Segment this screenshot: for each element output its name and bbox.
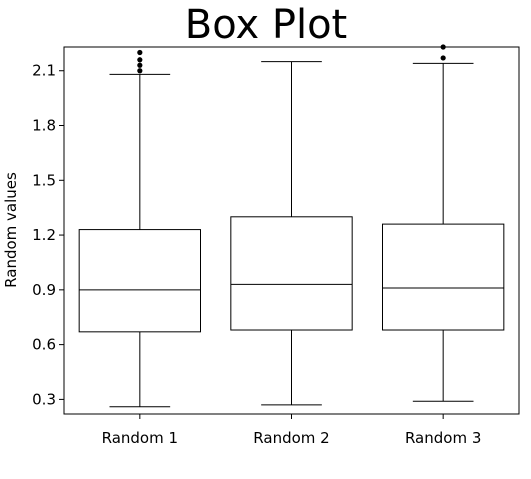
iqr-box [230, 216, 353, 331]
y-axis: 0.3 0.6 0.9 1.2 1.5 1.8 2.1 [32, 62, 64, 408]
x-tick-label: Random 3 [405, 429, 481, 447]
y-tick-label: 1.8 [32, 117, 56, 135]
y-tick-label: 0.6 [32, 336, 56, 354]
y-tick-label: 0.9 [32, 281, 56, 299]
outlier-point [137, 68, 143, 74]
x-tick-label: Random 1 [102, 429, 178, 447]
y-tick-label: 1.5 [32, 171, 56, 189]
boxes-layer [78, 44, 505, 408]
outlier-point [440, 44, 446, 50]
y-tick-label: 1.2 [32, 226, 56, 244]
iqr-box [382, 223, 505, 331]
outlier-point [137, 49, 143, 56]
outlier-point [440, 55, 446, 61]
y-tick-label: 0.3 [32, 390, 56, 408]
x-tick-label: Random 2 [253, 429, 329, 447]
chart-title: Box Plot [185, 2, 347, 48]
x-axis: Random 1 Random 2 Random 3 [102, 414, 481, 447]
y-tick-label: 2.1 [32, 62, 56, 80]
outlier-point [137, 57, 143, 63]
outlier-point [137, 62, 143, 68]
iqr-box [78, 229, 201, 333]
y-axis-label: Random values [2, 172, 20, 288]
